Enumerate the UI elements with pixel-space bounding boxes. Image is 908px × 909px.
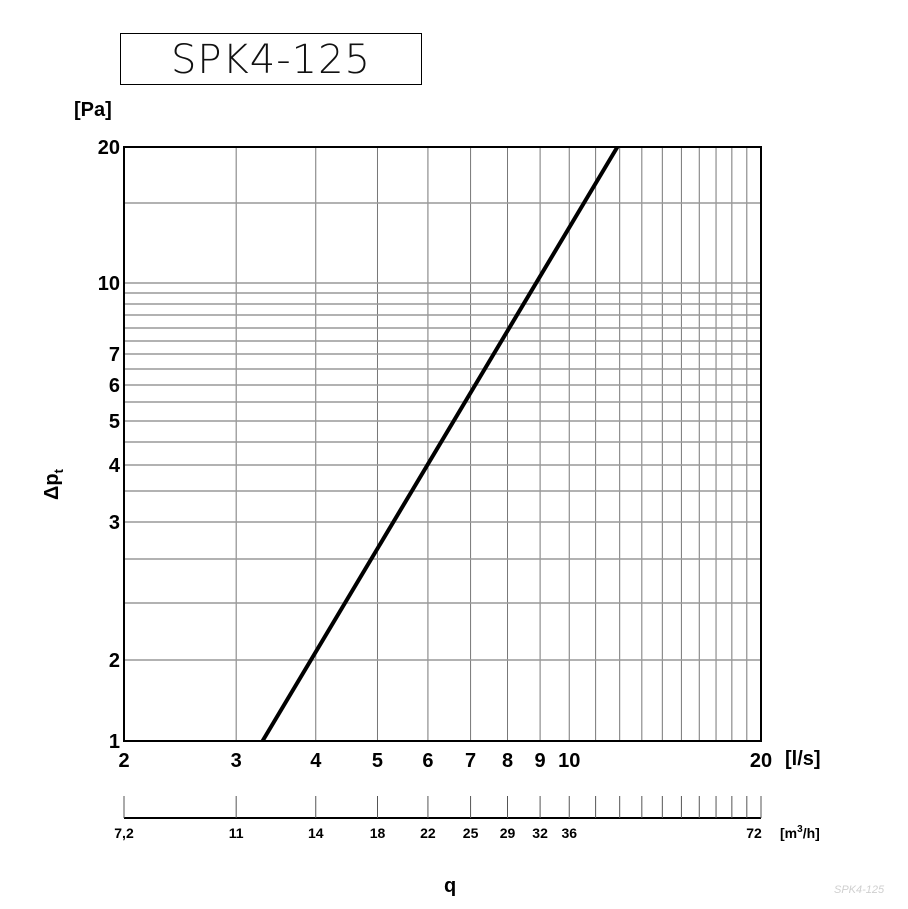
series-layer (260, 145, 620, 743)
y-tick-label: 1 (109, 731, 120, 753)
x-tick-label: 5 (372, 750, 383, 772)
y-tick-label: 10 (98, 273, 120, 295)
x-tick-label: 8 (502, 750, 513, 772)
y-unit: [Pa] (74, 99, 112, 121)
x-axis-label: q (444, 875, 456, 897)
x-unit: [l/s] (785, 748, 821, 770)
secondary-x-tick-label: 18 (370, 825, 386, 841)
y-axis-label-main: Δp (41, 473, 63, 500)
y-tick-label: 4 (109, 455, 121, 477)
chart-title: SPK4-125 (120, 33, 422, 85)
secondary-x-tick-label: 72 (746, 825, 762, 841)
secondary-x-axis: 7,2 11 14 18 22 25 29 32 36 72 (114, 796, 762, 841)
secondary-x-tick-label: 32 (532, 825, 548, 841)
x-tick-label: 4 (310, 750, 322, 772)
secondary-x-tick-label: 36 (561, 825, 577, 841)
x2-unit-suffix: /h] (803, 825, 820, 841)
x-tick-label: 10 (558, 750, 580, 772)
y-axis-label: Δpt (41, 468, 66, 500)
x-tick-label: 3 (231, 750, 242, 772)
plot-frame (123, 146, 762, 742)
x-tick-labels: 2 3 4 5 6 7 8 9 10 20 (118, 750, 772, 772)
x2-unit-sup: 3 (797, 824, 803, 835)
secondary-x-tick-label: 22 (420, 825, 436, 841)
y-tick-label: 5 (109, 411, 120, 433)
watermark: SPK4-125 (834, 884, 885, 896)
x-tick-label: 6 (422, 750, 433, 772)
y-tick-label: 3 (109, 512, 120, 534)
y-tick-label: 6 (109, 375, 120, 397)
secondary-x-tick-label: 7,2 (114, 825, 134, 841)
x2-unit-prefix: [m (780, 825, 797, 841)
x-tick-label: 7 (465, 750, 476, 772)
y-tick-label: 7 (109, 344, 120, 366)
y-tick-label: 20 (98, 137, 120, 159)
y-tick-labels: 1 2 3 4 5 6 7 10 20 (98, 137, 121, 753)
x2-unit: [m3/h] (780, 824, 820, 841)
secondary-x-tick-label: 11 (229, 825, 244, 841)
grid (124, 147, 761, 741)
x-tick-label: 2 (118, 750, 129, 772)
secondary-x-tick-label: 14 (308, 825, 324, 841)
y-axis-label-sub: t (51, 468, 66, 473)
secondary-x-tick-label: 29 (500, 825, 516, 841)
secondary-x-tick-label: 25 (463, 825, 479, 841)
y-tick-label: 2 (109, 650, 120, 672)
x-tick-label: 20 (750, 750, 772, 772)
series-line (260, 145, 620, 743)
x-tick-label: 9 (535, 750, 546, 772)
